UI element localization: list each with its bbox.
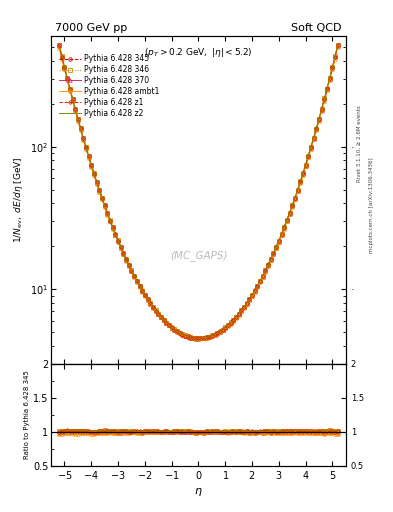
Text: 7000 GeV pp: 7000 GeV pp <box>55 23 127 33</box>
Text: Rivet 3.1.10, ≥ 2.6M events: Rivet 3.1.10, ≥ 2.6M events <box>357 105 362 182</box>
Text: mcplots.cern.ch [arXiv:1306.3436]: mcplots.cern.ch [arXiv:1306.3436] <box>369 157 374 252</box>
Text: $(p_T > 0.2\ \mathrm{GeV},\ |\eta| < 5.2)$: $(p_T > 0.2\ \mathrm{GeV},\ |\eta| < 5.2… <box>144 46 253 59</box>
Y-axis label: $1/N_\mathrm{ev},\ dE/d\eta\ [\mathrm{GeV}]$: $1/N_\mathrm{ev},\ dE/d\eta\ [\mathrm{Ge… <box>12 156 25 243</box>
Text: Soft QCD: Soft QCD <box>292 23 342 33</box>
Text: (MC_GAPS): (MC_GAPS) <box>170 250 227 261</box>
Legend: Pythia 6.428 345, Pythia 6.428 346, Pythia 6.428 370, Pythia 6.428 ambt1, Pythia: Pythia 6.428 345, Pythia 6.428 346, Pyth… <box>58 53 161 119</box>
X-axis label: $\eta$: $\eta$ <box>194 486 203 498</box>
Y-axis label: Ratio to Pythia 6.428 345: Ratio to Pythia 6.428 345 <box>24 370 30 459</box>
